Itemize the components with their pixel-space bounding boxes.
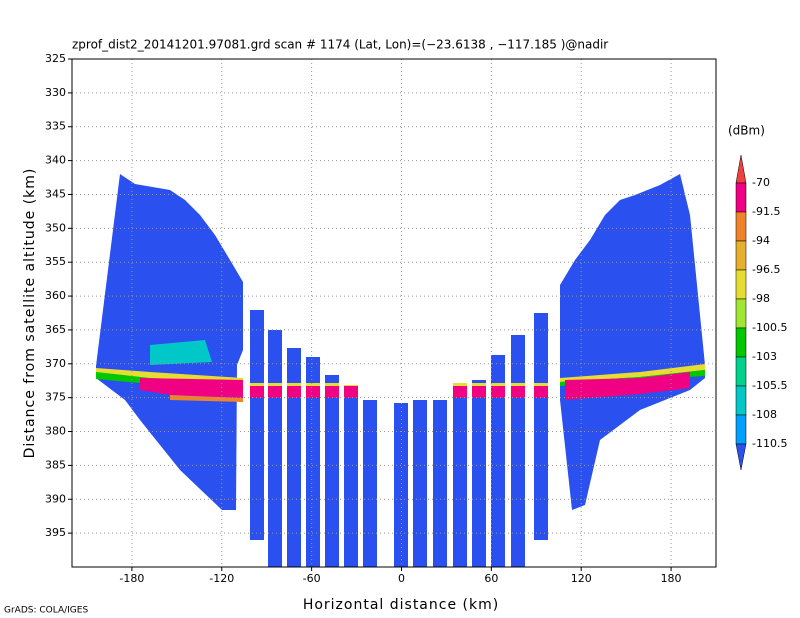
swath-column: [413, 400, 427, 567]
x-tick-label: 60: [484, 572, 498, 585]
swath-column: [363, 400, 377, 567]
y-tick-label: 395: [45, 526, 66, 539]
echo-band: [287, 383, 301, 388]
colorbar-label: -108: [752, 408, 777, 421]
x-tick-label: 180: [661, 572, 682, 585]
right-swath: [560, 174, 705, 510]
footer: GrADS: COLA/IGES: [4, 606, 88, 616]
y-tick-label: 385: [45, 458, 66, 471]
swath-column: [394, 403, 408, 567]
echo-band: [511, 383, 525, 388]
echo-band: [453, 383, 467, 388]
echo-band: [472, 386, 486, 398]
echo-band: [565, 372, 690, 400]
echo-band: [491, 383, 505, 388]
y-tick-label: 365: [45, 323, 66, 336]
colorbar-label: -110.5: [752, 437, 787, 450]
y-tick-label: 350: [45, 221, 66, 234]
y-tick-label: 355: [45, 255, 66, 268]
echo-band: [170, 395, 243, 402]
swath-column: [453, 383, 467, 567]
colorbar-label: -91.5: [752, 205, 780, 218]
field: [96, 174, 705, 567]
swath-column: [250, 310, 264, 540]
colorbar-label: -105.5: [752, 379, 787, 392]
swath-column: [491, 355, 505, 567]
y-tick-label: 330: [45, 86, 66, 99]
colorbar-label: -100.5: [752, 321, 787, 334]
chart-title: zprof_dist2_20141201.97081.grd scan # 11…: [72, 38, 608, 52]
swath-column: [472, 380, 486, 567]
colorbar-label: -103: [752, 350, 777, 363]
colorbar-swatch: [735, 327, 747, 358]
colorbar-swatch: [735, 385, 747, 416]
echo-band: [491, 386, 505, 398]
echo-band: [534, 383, 548, 388]
echo-patch: [150, 340, 212, 365]
colorbar-swatch: [735, 414, 747, 445]
echo-band: [560, 364, 705, 382]
y-tick-label: 335: [45, 120, 66, 133]
colorbar-swatch: [735, 298, 747, 329]
x-tick-label: 120: [571, 572, 592, 585]
y-tick-label: 340: [45, 154, 66, 167]
colorbar-label: -98: [752, 292, 770, 305]
x-tick-label: -120: [209, 572, 234, 585]
swath-column: [433, 400, 447, 567]
colorbar-label: -94: [752, 234, 770, 247]
colorbar-label: -70: [752, 176, 770, 189]
echo-band: [472, 383, 486, 388]
swath-column: [306, 357, 320, 567]
y-tick-label: 390: [45, 492, 66, 505]
colorbar-swatch: [735, 356, 747, 387]
swath-column: [344, 385, 358, 567]
echo-band: [534, 386, 548, 398]
swath-column: [534, 313, 548, 540]
echo-band: [511, 386, 525, 398]
swath-column: [511, 335, 525, 567]
echo-band: [453, 386, 467, 398]
echo-band: [344, 386, 358, 398]
y-tick-label: 345: [45, 187, 66, 200]
x-axis-label: Horizontal distance (km): [303, 597, 499, 613]
colorbar-swatch: [735, 240, 747, 271]
echo-band: [140, 378, 243, 400]
echo-band: [287, 386, 301, 398]
plot-frame: [71, 58, 717, 568]
colorbar-swatch: [735, 211, 747, 242]
echo-band: [325, 383, 339, 388]
x-tick-label: -60: [303, 572, 321, 585]
echo-band: [325, 386, 339, 398]
swath-column: [287, 348, 301, 567]
x-tick-label: -180: [119, 572, 144, 585]
echo-band: [250, 386, 264, 398]
y-tick-label: 325: [45, 52, 66, 65]
y-tick-label: 370: [45, 357, 66, 370]
echo-band: [306, 383, 320, 388]
echo-band: [268, 383, 282, 388]
echo-band: [268, 386, 282, 398]
swath-column: [325, 375, 339, 567]
y-tick-label: 375: [45, 391, 66, 404]
x-tick-label: 0: [398, 572, 405, 585]
echo-band: [306, 386, 320, 398]
swath-column: [268, 330, 282, 567]
colorbar-swatch: [735, 182, 747, 213]
y-axis-label: Distance from satellite altitude (km): [22, 168, 38, 459]
colorbar-cap: [735, 443, 747, 471]
left-swath: [96, 174, 243, 510]
y-tick-label: 360: [45, 289, 66, 302]
y-tick-label: 380: [45, 425, 66, 438]
echo-band: [250, 383, 264, 388]
colorbar-swatch: [735, 269, 747, 300]
colorbar-label: (dBm): [728, 124, 765, 138]
colorbar-label: -96.5: [752, 263, 780, 276]
